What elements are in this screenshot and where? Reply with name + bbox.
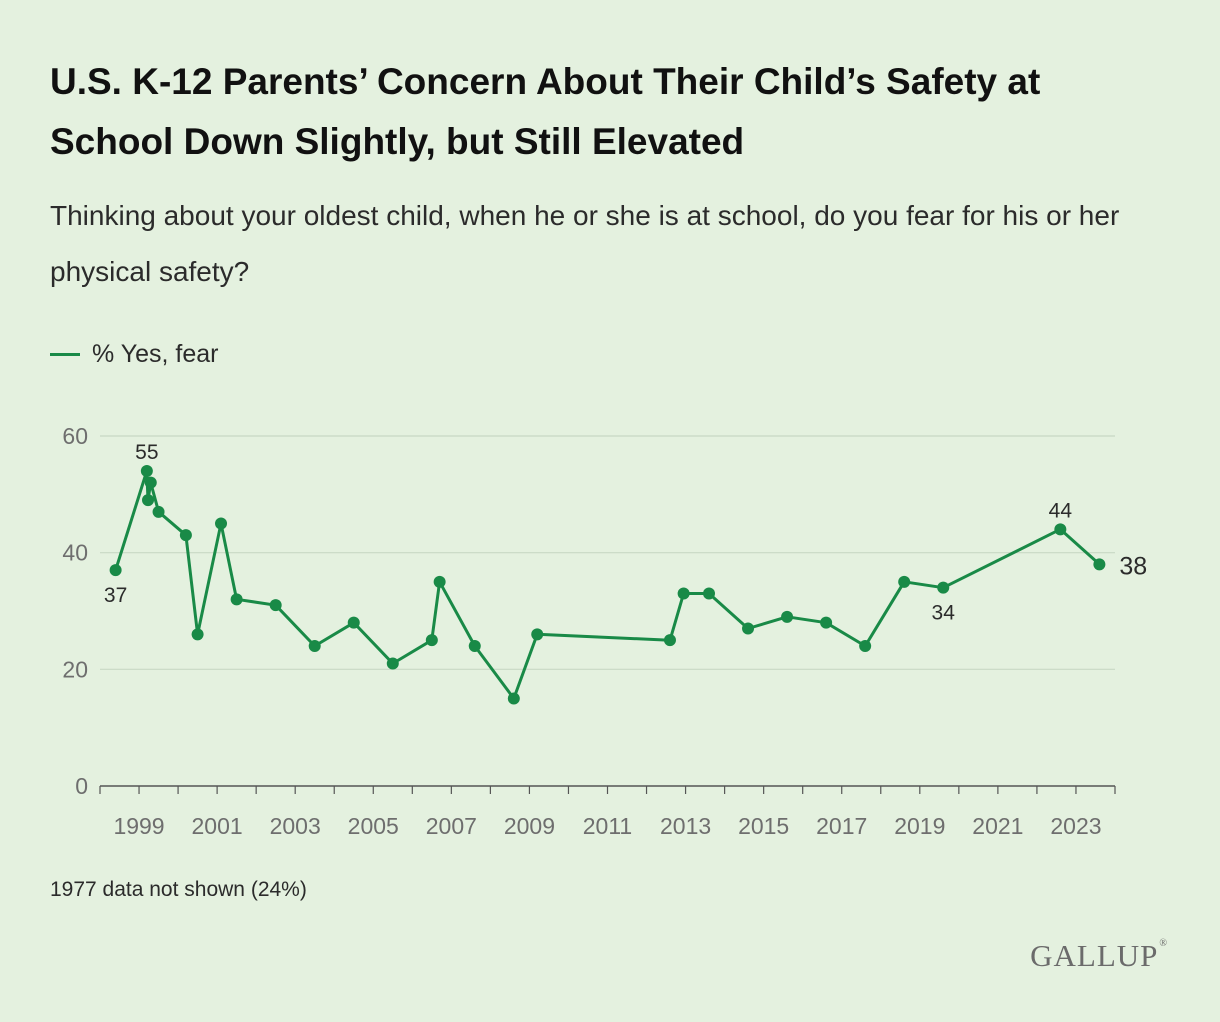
legend: % Yes, fear xyxy=(50,340,218,369)
data-point xyxy=(425,634,438,647)
gallup-logo: GALLUP® xyxy=(1030,938,1168,974)
data-point xyxy=(1093,558,1106,571)
data-point xyxy=(230,593,243,606)
data-point xyxy=(144,476,157,489)
y-tick-label: 40 xyxy=(62,540,88,566)
data-point xyxy=(898,575,911,588)
x-tick-label: 2001 xyxy=(192,813,243,839)
data-point xyxy=(308,640,321,652)
data-point xyxy=(109,564,122,577)
y-tick-label: 60 xyxy=(62,423,88,449)
data-point xyxy=(433,575,446,588)
data-label: 37 xyxy=(104,584,127,607)
y-tick-label: 0 xyxy=(75,773,88,799)
data-point xyxy=(191,628,204,641)
x-tick-label: 2003 xyxy=(270,813,321,839)
x-tick-label: 2005 xyxy=(348,813,399,839)
x-tick-label: 2021 xyxy=(972,813,1023,839)
data-point xyxy=(781,610,794,623)
data-label: 55 xyxy=(135,441,158,464)
data-point xyxy=(507,692,520,705)
data-point xyxy=(677,587,690,600)
chart-title: U.S. K-12 Parents’ Concern About Their C… xyxy=(50,61,1041,162)
x-tick-label: 2013 xyxy=(660,813,711,839)
data-point xyxy=(859,640,872,652)
x-tick-label: 2023 xyxy=(1050,813,1101,839)
data-point xyxy=(937,581,950,594)
x-tick-label: 2017 xyxy=(816,813,867,839)
footnote: 1977 data not shown (24%) xyxy=(50,878,307,901)
data-label: 44 xyxy=(1049,499,1073,522)
data-point xyxy=(703,587,715,600)
data-point xyxy=(152,505,165,518)
data-point xyxy=(215,517,228,530)
data-point xyxy=(742,622,755,635)
data-point xyxy=(531,628,544,641)
x-tick-label: 2015 xyxy=(738,813,789,839)
x-tick-label: 2009 xyxy=(504,813,555,839)
data-point xyxy=(663,634,676,647)
data-point xyxy=(140,465,153,477)
x-tick-label: 2007 xyxy=(426,813,477,839)
data-point xyxy=(142,494,155,507)
registered-mark: ® xyxy=(1159,938,1168,949)
data-label: 34 xyxy=(932,602,956,625)
data-point xyxy=(386,657,399,670)
data-point xyxy=(347,616,360,629)
series-line xyxy=(114,469,1101,700)
chart-subtitle: Thinking about your oldest child, when h… xyxy=(50,200,1120,287)
data-point xyxy=(179,529,192,542)
legend-line-swatch xyxy=(50,353,80,356)
data-point xyxy=(468,640,481,652)
data-point xyxy=(1054,523,1067,536)
data-point xyxy=(269,599,282,612)
x-tick-label: 2011 xyxy=(583,813,632,839)
brand-text: GALLUP xyxy=(1030,938,1159,973)
legend-label: % Yes, fear xyxy=(92,340,219,368)
x-tick-label: 2019 xyxy=(894,813,945,839)
data-point xyxy=(820,616,833,629)
data-label: 38 xyxy=(1119,552,1147,580)
x-tick-label: 1999 xyxy=(113,813,164,839)
y-tick-label: 20 xyxy=(62,656,88,682)
